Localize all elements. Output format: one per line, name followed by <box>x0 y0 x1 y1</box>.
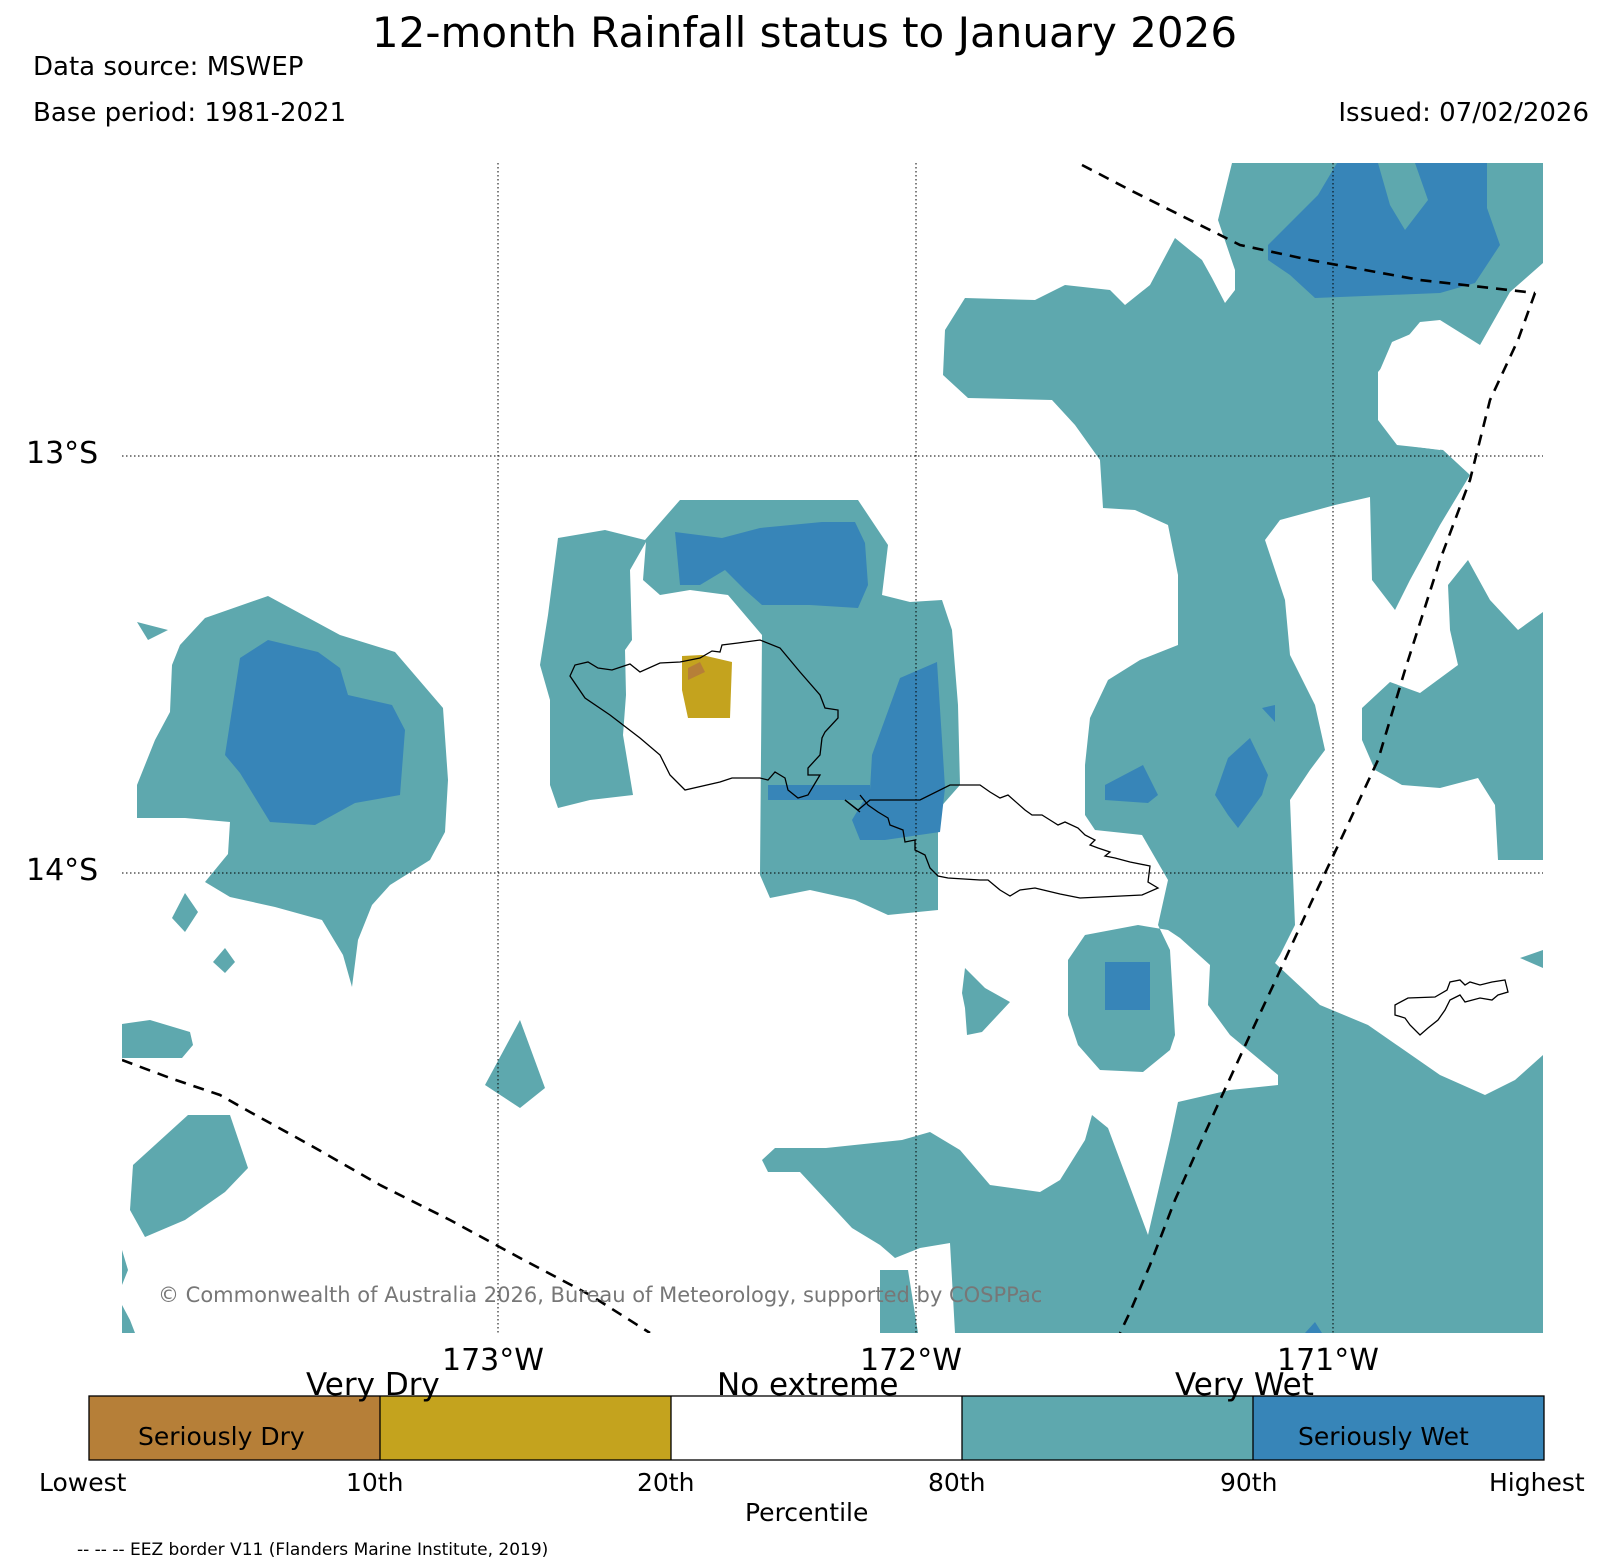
issued-date: Issued: 07/02/2026 <box>1338 98 1589 128</box>
seriously-wet-region-strip <box>768 785 870 800</box>
very-wet-region-south-spike <box>880 1270 918 1333</box>
data-source: Data source: MSWEP <box>33 52 304 82</box>
very-wet-region-islet-2 <box>213 948 235 973</box>
legend-group-no-extreme: No extreme <box>717 1367 899 1403</box>
legend-swatch-very-dry <box>380 1396 671 1460</box>
very-wet-region-east-edge <box>1362 560 1543 860</box>
legend-tick-10th: 10th <box>346 1468 404 1497</box>
coastlines <box>569 639 1509 1036</box>
very-wet-region-sw-1 <box>122 1020 193 1058</box>
legend-tick-highest: Highest <box>1489 1468 1585 1497</box>
legend-tick-lowest: Lowest <box>39 1468 127 1497</box>
very-wet-region-east-large <box>762 163 1543 1333</box>
very-wet-region-sw-4 <box>122 1305 135 1333</box>
seriously-wet-region-upolu-east <box>852 662 945 840</box>
seriously-wet-region-east-2 <box>1215 738 1268 828</box>
upolu-coastline-west <box>844 799 861 813</box>
eez-footnote: -- -- -- EEZ border V11 (Flanders Marine… <box>77 1540 549 1560</box>
seriously-wet-region-east-1 <box>1105 765 1158 803</box>
legend-inner-seriously-dry: Seriously Dry <box>138 1422 305 1451</box>
lat-tick-14s: 14°S <box>26 853 99 888</box>
very-wet-region-islet-1 <box>172 893 198 932</box>
legend-group-very-wet: Very Wet <box>1175 1367 1314 1403</box>
legend-axis-label: Percentile <box>745 1498 869 1527</box>
very-dry-region <box>682 655 732 718</box>
lon-tick-171w: 171°W <box>1277 1343 1379 1378</box>
eez-borders <box>122 163 1537 1333</box>
very-wet-region-mid-south <box>485 1020 545 1108</box>
legend-tick-20th: 20th <box>637 1468 695 1497</box>
very-wet-region-sw-2 <box>130 1115 248 1237</box>
very-wet-region-west <box>137 622 168 640</box>
gridlines <box>122 163 1543 1333</box>
eez-border-east <box>1118 292 1537 1333</box>
no-extreme-holes <box>1380 330 1470 450</box>
seriously-wet-region-south <box>1305 1322 1322 1333</box>
legend-swatch-no-extreme <box>671 1396 962 1460</box>
savaii-coastline <box>569 639 839 799</box>
legend-swatch-very-wet <box>962 1396 1253 1460</box>
legend-swatch-seriously-wet <box>1253 1396 1544 1460</box>
legend-tick-90th: 90th <box>1220 1468 1278 1497</box>
very-wet-region-sw-3 <box>122 1250 128 1285</box>
legend-swatch-seriously-dry <box>89 1396 380 1460</box>
seriously-wet-region-west <box>225 640 405 825</box>
legend-inner-seriously-wet: Seriously Wet <box>1298 1422 1469 1451</box>
seriously-wet-regions <box>225 163 1500 1333</box>
seriously-wet-region-northeast <box>1268 163 1500 298</box>
copyright-text: © Commonwealth of Australia 2026, Bureau… <box>158 1283 1043 1307</box>
legend-tick-80th: 80th <box>928 1468 986 1497</box>
upolu-coastline <box>844 784 1160 899</box>
chart-title: 12-month Rainfall status to January 2026 <box>371 8 1238 57</box>
tutuila-coastline <box>1394 979 1509 1036</box>
lon-tick-172w: 172°W <box>860 1343 962 1378</box>
very-wet-region-central-islet <box>962 968 1010 1035</box>
seriously-wet-region-upolu-north <box>675 522 868 608</box>
lon-tick-173w: 173°W <box>442 1343 544 1378</box>
legend-colorbar <box>88 1395 1545 1461</box>
eez-border-north <box>1081 163 1536 295</box>
seriously-wet-region-east-4 <box>1262 705 1275 722</box>
legend-group-very-dry: Very Dry <box>306 1367 440 1403</box>
lat-tick-13s: 13°S <box>26 436 99 471</box>
seriously-dry-region <box>688 662 705 680</box>
base-period: Base period: 1981-2021 <box>33 98 347 128</box>
seriously-wet-region-east-3 <box>1105 962 1150 1010</box>
eez-border-southwest <box>122 1058 651 1333</box>
